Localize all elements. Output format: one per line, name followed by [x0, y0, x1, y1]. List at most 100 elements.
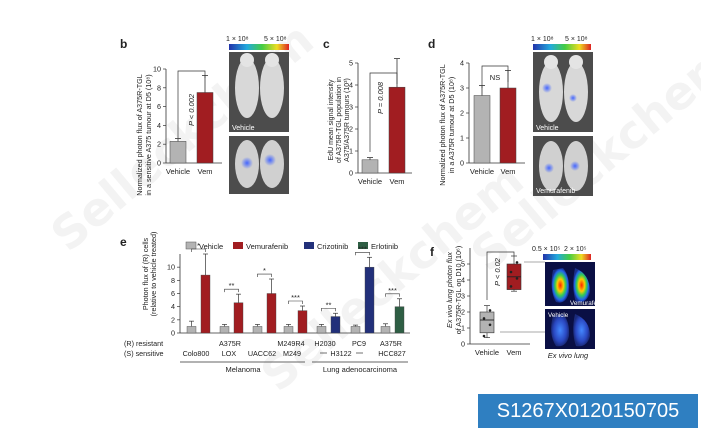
- resistant-label: H2030: [314, 339, 335, 348]
- x-tick-label: Vehicle: [358, 177, 382, 186]
- significance-bracket: [177, 70, 206, 138]
- panel-f-image-label-bottom: Vehicle: [548, 312, 569, 319]
- bar: [283, 326, 294, 334]
- significance-bracket: [385, 293, 400, 297]
- panel-f-y-tick-label: 4: [461, 276, 465, 285]
- panel-b-scale-left: 1 × 10⁸: [226, 36, 249, 43]
- panel-e-y-tick-label: 8: [171, 276, 175, 285]
- colour-scale-bar: [543, 254, 591, 260]
- panel-c-pvalue: P = 0.008: [376, 81, 385, 114]
- panel-f-y-tick-label: 3: [461, 292, 465, 301]
- data-point: [509, 285, 513, 288]
- legend-label-crizotinib: Crizotinib: [317, 242, 348, 251]
- sensitive-label: LOX: [222, 349, 237, 358]
- significance-bracket: [369, 72, 398, 152]
- panel-d-ylabel-2: in a A375R tumour at D5 (10⁸): [447, 77, 456, 174]
- panel-c-y-tick-label: 3: [349, 103, 353, 112]
- colour-scale-bar: [229, 44, 289, 50]
- catalog-id-badge: S1267X0120150705: [478, 394, 698, 428]
- bar: [297, 310, 308, 334]
- panel-f-y-tick-label: 1: [461, 324, 465, 333]
- panel-e-ylabel-2: (relative to vehicle treated): [149, 232, 158, 317]
- significance-stars: *: [263, 266, 266, 275]
- significance-bracket: [224, 288, 239, 293]
- significance-bracket: [486, 251, 515, 300]
- mouse-image-d-bottom: [533, 136, 593, 196]
- panel-e-y-tick-label: 6: [171, 289, 175, 298]
- panel-b-y-tick-label: 6: [157, 102, 161, 111]
- panel-c-y-tick-label: 0: [349, 169, 353, 178]
- bar: [394, 306, 405, 334]
- panel-f-y-tick-label: 2: [461, 308, 465, 317]
- panel-c-y-tick-label: 2: [349, 125, 353, 134]
- legend-swatch-crizotinib: [304, 242, 314, 249]
- panel-b-y-tick-label: 10: [153, 65, 161, 74]
- data-point: [515, 277, 519, 280]
- data-point: [488, 323, 492, 327]
- row-label-sensitive: (S) sensitive: [124, 349, 164, 358]
- panel-e-y-tick-label: 10: [167, 263, 175, 272]
- panel-d-y-tick-label: 4: [460, 59, 464, 68]
- panel-d-image-label-top: Vehicle: [536, 125, 559, 132]
- significance-bracket: [257, 273, 272, 278]
- significance-stars: **: [326, 300, 332, 309]
- group-label-lung: Lung adenocarcinoma: [323, 365, 398, 374]
- significance-bracket: [288, 300, 303, 305]
- bar: [499, 87, 517, 164]
- bar: [266, 293, 277, 334]
- data-point: [488, 309, 492, 312]
- panel-b-y-tick-label: 8: [157, 83, 161, 92]
- x-tick-label: Vem: [500, 167, 515, 176]
- bar: [252, 326, 263, 334]
- mouse-image-d-top: [533, 52, 593, 132]
- resistant-label: M249R4: [277, 339, 304, 348]
- panel-d-image-label-bottom: Vemurafenib: [536, 188, 575, 195]
- resistant-label: A375R: [380, 339, 402, 348]
- panel-b-scale-right: 5 × 10⁸: [264, 36, 287, 43]
- panel-f-y-tick-label: 0: [461, 340, 465, 349]
- significance-stars: ***: [388, 286, 397, 295]
- panel-e-y-tick-label: 0: [171, 329, 175, 338]
- data-point: [482, 334, 486, 338]
- panel-d-ylabel-1: Normalized photon flux of A375R-TGL: [438, 64, 447, 185]
- panel-d-scale-right: 5 × 10⁸: [565, 36, 588, 43]
- bar: [364, 266, 375, 334]
- panel-f-box-plot: 0 1 2 3 4 5 Vehicle Vem: [461, 248, 530, 357]
- bar: [233, 302, 244, 334]
- bar: [316, 326, 327, 334]
- group-label-melanoma: Melanoma: [225, 365, 261, 374]
- panel-b-y-tick-label: 0: [157, 159, 161, 168]
- panel-c-ylabel-1: EdU mean signal intensity: [328, 79, 335, 160]
- panel-f-ylabel-2: of A375R-TGL on D10 (10⁶): [454, 246, 463, 335]
- lung-image-vehicle: [545, 309, 595, 349]
- sensitive-label: Colo800: [183, 349, 210, 358]
- panel-e-ylabel-1: Photon flux of (R) cells: [141, 237, 150, 310]
- data-point: [509, 270, 513, 274]
- x-tick-label: Vem: [197, 167, 212, 176]
- bar: [388, 86, 406, 174]
- panel-c-ylabel-2: of A375R-TGL population in: [336, 77, 343, 163]
- significance-stars: ***: [291, 293, 300, 302]
- panel-b-y-tick-label: 4: [157, 121, 161, 130]
- panel-f-scale-right: 2 × 10⁵: [564, 246, 587, 253]
- panel-b-ylabel-1: Normalized photon flux of A375R-TGL: [135, 74, 144, 195]
- panel-b-ylabel-2: in a sensitive A375 tumour at D5 (10⁸): [144, 74, 153, 195]
- legend-label-vemurafenib: Vemurafenib: [246, 242, 288, 251]
- sensitive-label: HCC827: [378, 349, 406, 358]
- panel-letter-e: e: [120, 235, 127, 249]
- panel-f-ex-vivo-label: Ex vivo lung: [548, 351, 589, 360]
- box: [479, 311, 495, 334]
- panel-d-ns-label: NS: [490, 73, 500, 82]
- panel-d-y-tick-label: 3: [460, 84, 464, 93]
- significance-stars: *: [197, 241, 200, 250]
- resistant-label: A375R: [219, 339, 241, 348]
- data-point: [482, 317, 486, 320]
- significance-stars: **: [229, 281, 235, 290]
- bar: [361, 159, 379, 174]
- x-tick-label: Vem: [506, 348, 521, 357]
- panel-c-y-tick-label: 5: [349, 59, 353, 68]
- significance-bracket: [321, 307, 336, 312]
- legend-swatch-vemurafenib: [233, 242, 243, 249]
- panel-b-pvalue: P < 0.002: [187, 93, 196, 126]
